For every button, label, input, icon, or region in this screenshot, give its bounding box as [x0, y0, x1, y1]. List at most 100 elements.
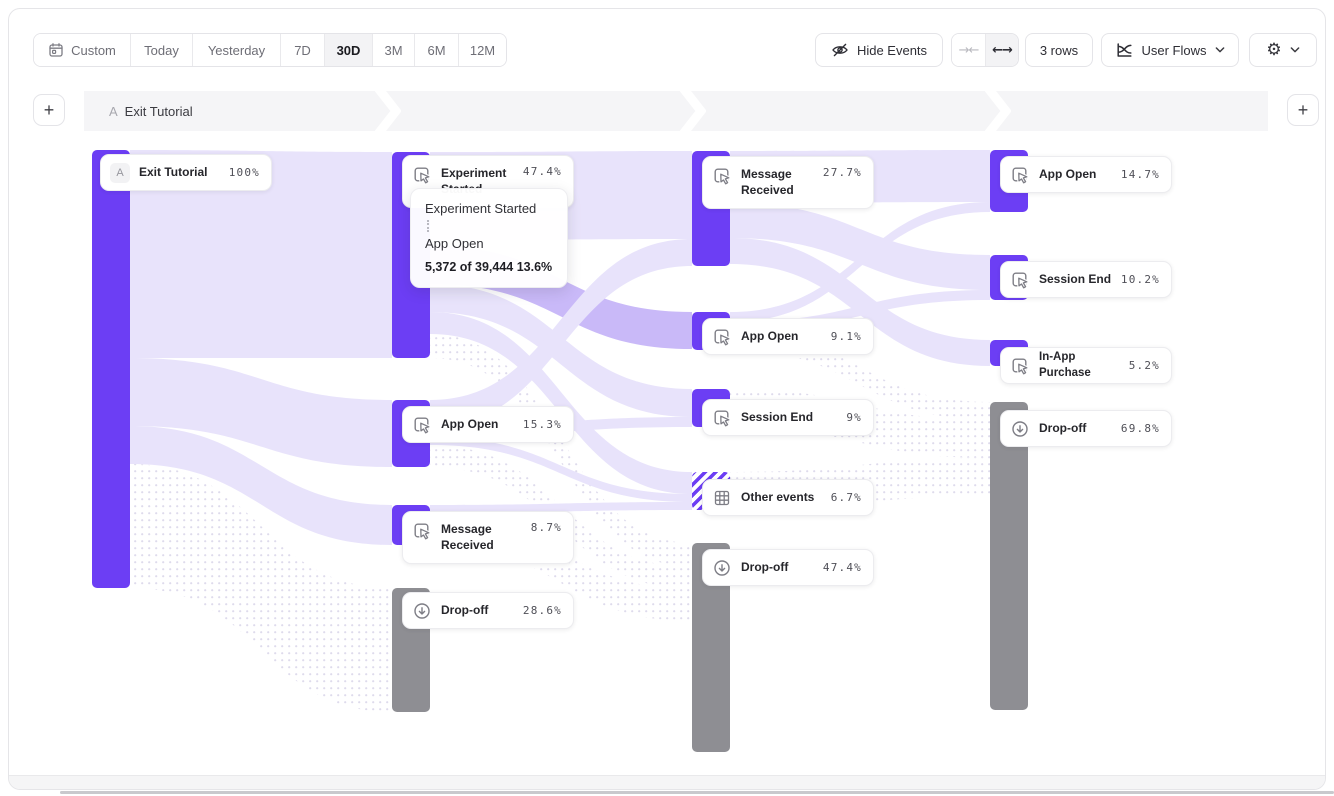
date-range-yesterday[interactable]: Yesterday — [192, 34, 280, 66]
node-card-message-received[interactable]: Message Received 8.7% — [402, 511, 574, 564]
date-range-label: 3M — [384, 42, 403, 58]
chevron-separator — [985, 91, 1011, 131]
event-icon — [412, 521, 432, 541]
journey-header-bar[interactable]: A Exit Tutorial — [84, 91, 1268, 131]
flow-ribbon[interactable] — [130, 150, 392, 358]
settings-button[interactable]: ⚙ — [1249, 33, 1317, 67]
dropoff-ribbon[interactable] — [130, 464, 392, 712]
node-card-drop-off[interactable]: Drop-off 28.6% — [402, 592, 574, 629]
node-value: 5.2% — [1128, 359, 1160, 372]
event-icon — [1010, 356, 1030, 376]
node-card-session-end[interactable]: Session End 9% — [702, 399, 874, 436]
node-label: App Open — [741, 329, 799, 344]
flow-ribbon[interactable] — [730, 202, 990, 322]
flow-ribbon[interactable] — [430, 312, 692, 494]
node-label: Other events — [741, 490, 815, 505]
flow-tooltip: Experiment Started App Open 5,372 of 39,… — [410, 188, 568, 288]
date-range-30d[interactable]: 30D — [324, 34, 372, 66]
date-range-label: Custom — [71, 42, 116, 58]
date-range-label: 12M — [469, 42, 496, 58]
event-icon — [712, 408, 732, 428]
node-value: 8.7% — [530, 521, 562, 534]
node-card-app-open[interactable]: App Open 15.3% — [402, 406, 574, 443]
flow-ribbon[interactable] — [130, 358, 392, 467]
node-label: Drop-off — [1039, 421, 1087, 436]
collapse-columns-button[interactable]: →← — [952, 34, 985, 66]
node-card-drop-off[interactable]: Drop-off 69.8% — [1000, 410, 1172, 447]
flow-ribbon[interactable] — [430, 437, 692, 502]
step-name: Exit Tutorial — [124, 103, 193, 119]
node-card-app-open[interactable]: App Open 14.7% — [1000, 156, 1172, 193]
node-label: App Open — [1039, 167, 1097, 182]
node-label: Exit Tutorial — [139, 165, 208, 180]
date-range-label: Today — [144, 42, 179, 58]
node-bar-exit-tutorial[interactable] — [92, 150, 130, 588]
flow-ribbon[interactable] — [730, 238, 990, 366]
date-range-12m[interactable]: 12M — [458, 34, 506, 66]
view-selector-label: User Flows — [1141, 42, 1207, 58]
node-label: App Open — [441, 417, 499, 432]
event-icon — [712, 166, 732, 186]
event-icon — [1010, 165, 1030, 185]
tooltip-connector — [427, 220, 429, 232]
date-range-3m[interactable]: 3M — [372, 34, 414, 66]
dropoff-ribbon[interactable] — [430, 334, 692, 567]
view-selector-button[interactable]: User Flows — [1101, 33, 1239, 67]
date-range-label: 6M — [427, 42, 446, 58]
node-value: 15.3% — [522, 418, 562, 431]
node-bar-drop-off[interactable] — [990, 402, 1028, 710]
arrows-expand-icon: ←→ — [992, 42, 1013, 58]
flow-ribbon[interactable] — [730, 203, 990, 290]
drop-off-icon — [712, 558, 732, 578]
node-label: In-App Purchase — [1039, 350, 1091, 379]
node-label: Session End — [1039, 272, 1112, 287]
node-value: 6.7% — [830, 491, 862, 504]
node-label: Drop-off — [441, 603, 489, 618]
node-value: 10.2% — [1120, 273, 1160, 286]
date-range-custom[interactable]: Custom — [34, 34, 130, 66]
node-card-app-open[interactable]: App Open 9.1% — [702, 318, 874, 355]
flow-ribbon[interactable] — [430, 502, 692, 513]
date-range-today[interactable]: Today — [130, 34, 192, 66]
tooltip-to: App Open — [425, 236, 484, 251]
hide-events-button[interactable]: Hide Events — [815, 33, 943, 67]
footer-bar — [9, 775, 1325, 789]
node-value: 14.7% — [1120, 168, 1160, 181]
event-icon — [1010, 270, 1030, 290]
chevron-separator — [680, 91, 706, 131]
node-value: 9.1% — [830, 330, 862, 343]
date-range-control: Custom Today Yesterday 7D 30D 3M 6M 12M — [33, 33, 507, 67]
node-card-session-end[interactable]: Session End 10.2% — [1000, 261, 1172, 298]
expand-columns-button[interactable]: ←→ — [985, 34, 1018, 66]
drop-off-icon — [1010, 419, 1030, 439]
node-card-exit-tutorial[interactable]: A Exit Tutorial 100% — [100, 154, 272, 191]
flow-ribbon[interactable] — [430, 284, 692, 417]
flow-ribbon[interactable] — [130, 426, 392, 545]
date-range-6m[interactable]: 6M — [414, 34, 458, 66]
plus-icon: + — [43, 99, 55, 120]
chevron-separator — [375, 91, 401, 131]
node-card-drop-off[interactable]: Drop-off 47.4% — [702, 549, 874, 586]
node-card-in-app-purchase[interactable]: In-App Purchase 5.2% — [1000, 347, 1172, 384]
node-label: Message Received — [441, 522, 494, 553]
add-step-right-button[interactable]: + — [1287, 94, 1319, 126]
rows-button[interactable]: 3 rows — [1025, 33, 1093, 67]
node-value: 27.7% — [822, 166, 862, 179]
hide-events-label: Hide Events — [856, 42, 928, 58]
rows-label: 3 rows — [1039, 42, 1079, 58]
node-card-other-events[interactable]: Other events 6.7% — [702, 479, 874, 516]
grid-icon — [712, 488, 732, 508]
node-value: 100% — [228, 166, 260, 179]
flow-ribbon[interactable] — [430, 239, 692, 427]
node-value: 28.6% — [522, 604, 562, 617]
tooltip-from: Experiment Started — [425, 201, 537, 216]
tooltip-stats: 5,372 of 39,444 13.6% — [425, 260, 553, 274]
horizontal-scrollbar[interactable] — [60, 791, 1334, 794]
gear-icon: ⚙ — [1266, 39, 1282, 60]
date-range-7d[interactable]: 7D — [280, 34, 324, 66]
node-value: 69.8% — [1120, 422, 1160, 435]
node-card-message-received[interactable]: Message Received 27.7% — [702, 156, 874, 209]
node-label: Message Received — [741, 167, 794, 198]
add-step-left-button[interactable]: + — [33, 94, 65, 126]
node-label: Drop-off — [741, 560, 789, 575]
